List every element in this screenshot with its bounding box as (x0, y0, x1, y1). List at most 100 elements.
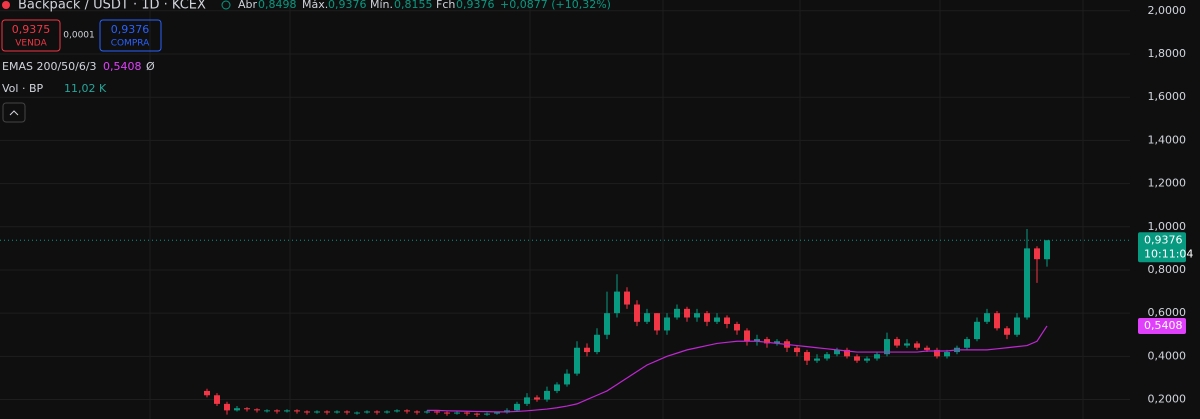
candle-body (224, 403, 230, 411)
candle-body (414, 411, 420, 413)
candle-body (294, 410, 300, 412)
y-tick-label: 0,4000 (1148, 349, 1187, 362)
candle-body (724, 317, 730, 324)
candle-body (624, 291, 630, 305)
candle-body (854, 356, 860, 361)
candle-body (554, 384, 560, 391)
candle-body (1014, 317, 1020, 335)
candle-body (714, 317, 720, 322)
candle-body (904, 343, 910, 346)
symbol: Backpack / USDT · 1D · KCEX (18, 0, 206, 13)
candle-body (914, 343, 920, 348)
symbol-icon (2, 1, 10, 9)
ema-label: EMAS 200/50/6/3 (2, 60, 97, 73)
candle-body (564, 373, 570, 385)
ema-line (427, 325, 1048, 413)
candle-body (594, 334, 600, 353)
high-value: 0,9376 (328, 0, 367, 11)
candle-body (654, 313, 660, 331)
ema-symbol: Ø (146, 60, 155, 73)
candle-body (834, 349, 840, 355)
candle-body (394, 410, 400, 412)
candle-body (1044, 240, 1050, 260)
candle-body (684, 308, 690, 318)
candle-body (304, 411, 310, 413)
candle-body (204, 390, 210, 396)
candle-body (934, 349, 940, 357)
last-price-label: 0,9376 (1144, 233, 1183, 246)
candle-body (444, 412, 450, 414)
candle-body (354, 412, 360, 414)
candle-body (404, 410, 410, 412)
candle-body (874, 354, 880, 359)
candle-body (314, 411, 320, 413)
candle-body (214, 395, 220, 404)
ema-value: 0,5408 (103, 60, 142, 73)
vol-label: Vol · BP (2, 82, 43, 95)
y-tick-label: 1,6000 (1148, 90, 1187, 103)
candle-body (614, 291, 620, 314)
candle-body (844, 349, 850, 357)
candle-body (814, 358, 820, 361)
candle-body (534, 397, 540, 400)
candle-body (664, 317, 670, 331)
candle-body (704, 313, 710, 322)
countdown: 10:11:04 (1144, 247, 1193, 260)
candle-body (474, 413, 480, 415)
candle-body (604, 313, 610, 335)
sell-label: VENDA (15, 39, 47, 49)
close-label: Fch (436, 0, 455, 11)
sell-button[interactable] (1, 19, 61, 52)
candle-body (994, 313, 1000, 329)
last-price-box (1138, 232, 1186, 263)
candle-body (284, 410, 290, 412)
candle-body (364, 411, 370, 413)
vertical-grid (149, 0, 1084, 419)
high-label: Máx. (302, 0, 328, 11)
open-value: 0,8498 (258, 0, 297, 11)
ema-price-label: 0,5408 (1144, 319, 1183, 332)
y-tick-label: 1,8000 (1148, 47, 1187, 60)
y-tick-label: 0,2000 (1148, 393, 1187, 406)
collapse-icon (9, 110, 19, 116)
vol-value: 11,02 K (64, 82, 107, 95)
candle-body (824, 354, 830, 359)
candle-body (964, 339, 970, 348)
candle-body (894, 339, 900, 346)
buy-button[interactable] (99, 19, 162, 52)
candle-body (484, 413, 490, 415)
collapse-button[interactable] (2, 102, 26, 123)
sell-price: 0,9375 (12, 23, 51, 36)
buy-label: COMPRA (111, 39, 150, 49)
candle-body (254, 409, 260, 411)
candle-body (694, 313, 700, 318)
candle-body (524, 397, 530, 404)
low-value: 0,8155 (394, 0, 433, 11)
candle-body (574, 347, 580, 374)
buy-price: 0,9376 (111, 23, 150, 36)
y-tick-label: 0,8000 (1148, 263, 1187, 276)
candle-body (274, 410, 280, 412)
candle-body (324, 411, 330, 413)
candle-body (234, 408, 240, 411)
candle-body (744, 330, 750, 342)
candle-body (334, 411, 340, 413)
y-tick-label: 1,2000 (1148, 177, 1187, 190)
candle-body (984, 313, 990, 322)
candle-body (864, 358, 870, 361)
candle-body (794, 347, 800, 353)
candle-body (454, 412, 460, 414)
candle-body (924, 347, 930, 350)
candle-body (734, 323, 740, 331)
candle-body (1024, 248, 1030, 318)
candle-body (464, 412, 470, 414)
ema-price-box (1138, 317, 1186, 334)
y-tick-label: 1,0000 (1148, 220, 1187, 233)
header: Backpack / USDT · 1D · KCEX Abr 0,8498 M… (1, 0, 611, 123)
status-dot (221, 0, 231, 10)
low-label: Mín. (370, 0, 393, 11)
candle-body (494, 412, 500, 414)
candle-body (424, 411, 430, 413)
candle-body (544, 390, 550, 400)
